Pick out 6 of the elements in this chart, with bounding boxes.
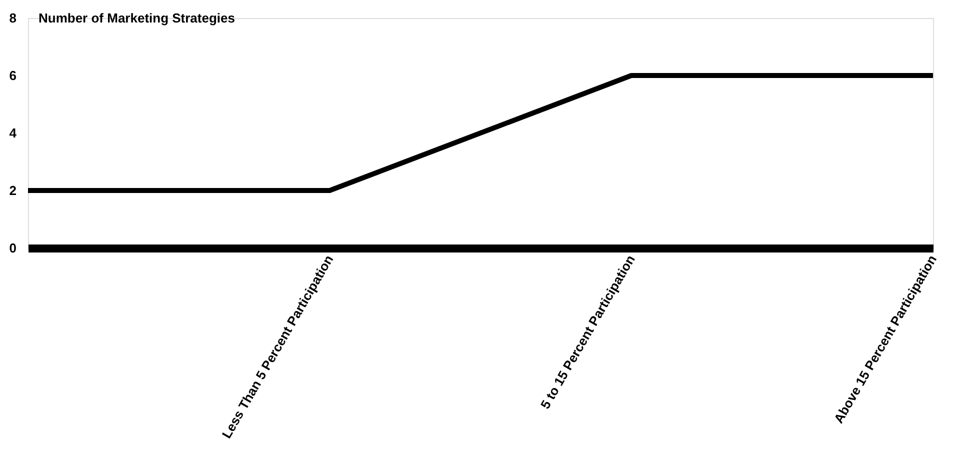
y-tick-label: 2 xyxy=(9,183,16,198)
y-tick-label: 4 xyxy=(9,126,18,140)
y-tick-label: 0 xyxy=(9,240,16,256)
y-tick-label: 8 xyxy=(9,10,16,26)
y-axis-title: Number of Marketing Strategies xyxy=(38,10,235,26)
y-tick-label: 6 xyxy=(9,68,16,83)
